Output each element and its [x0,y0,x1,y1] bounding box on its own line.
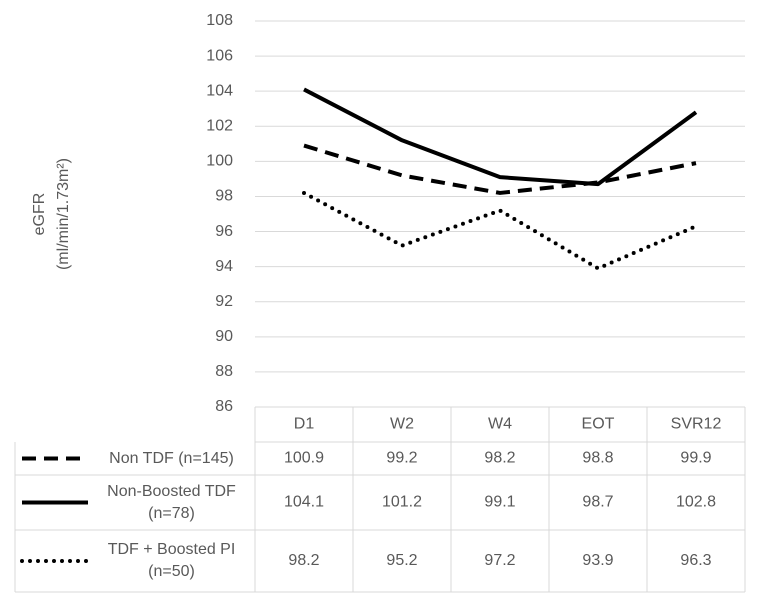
y-axis-title: eGFR [31,193,48,236]
y-tick-label: 90 [215,328,233,345]
y-tick-label: 106 [206,47,233,64]
table-value: 96.3 [680,552,711,569]
x-tick-label: SVR12 [671,416,722,433]
table-value: 97.2 [484,552,515,569]
table-value: 101.2 [382,494,422,511]
table-value: 99.1 [484,494,515,511]
y-tick-label: 98 [215,188,233,205]
y-tick-label: 92 [215,293,233,310]
y-tick-label: 88 [215,363,233,380]
table-value: 102.8 [676,494,716,511]
legend-cell: TDF + Boosted PI (n=50) [107,541,236,580]
y-tick-label: 102 [206,117,233,134]
table-value: 98.8 [582,450,613,467]
legend-cell: Non-Boosted TDF (n=78) [107,482,236,522]
series-line [303,143,697,195]
table-value: 95.2 [386,552,417,569]
table-value: 99.9 [680,450,711,467]
y-tick-label: 104 [206,82,233,99]
table-value: 104.1 [284,494,324,511]
y-tick-label: 108 [206,12,233,29]
table-value: 98.2 [484,450,515,467]
table-value: 93.9 [582,552,613,569]
legend-label: TDF + Boosted PI (n=50) [107,541,236,580]
y-tick-label: 86 [215,398,233,415]
x-tick-label: W2 [390,416,414,433]
table-value: 100.9 [284,450,324,467]
y-axis-unit: (ml/min/1.73m²) [55,158,72,270]
table-value: 98.7 [582,494,613,511]
y-tick-label: 96 [215,223,233,240]
y-tick-label: 94 [215,258,233,275]
table-value: 98.2 [288,552,319,569]
series-line [302,190,698,271]
series-line [303,87,698,187]
x-tick-label: D1 [294,416,315,433]
legend-label: Non TDF (n=145) [109,449,234,467]
table-value: 99.2 [386,450,417,467]
legend-cell: Non TDF (n=145) [109,449,234,467]
x-tick-label: W4 [488,416,512,433]
legend-label: Non-Boosted TDF (n=78) [107,482,236,522]
y-tick-label: 100 [206,153,233,170]
x-tick-label: EOT [582,416,615,433]
